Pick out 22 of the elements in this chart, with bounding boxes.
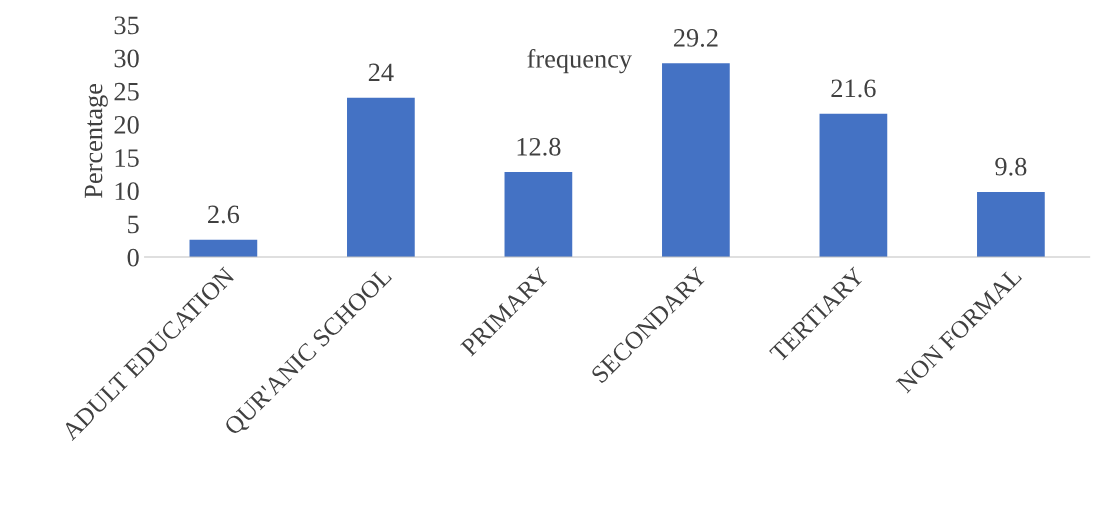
y-tick-label: 10 (115, 182, 139, 201)
bar (347, 97, 415, 258)
y-tick-label: 25 (114, 82, 139, 101)
data-label: 2.6 (208, 205, 240, 224)
y-tick-label: 0 (127, 248, 139, 267)
y-tick-label: 35 (114, 16, 139, 35)
bar (977, 192, 1045, 258)
data-label: 9.8 (995, 157, 1027, 176)
data-label: 24 (368, 63, 394, 82)
data-label: 12.8 (517, 137, 561, 156)
bar (662, 63, 730, 258)
y-tick-label: 15 (115, 149, 139, 167)
data-label: 29.2 (673, 29, 718, 47)
y-tick-label: 30 (114, 49, 139, 68)
bar (189, 239, 258, 258)
y-tick-label: 20 (114, 115, 139, 134)
data-label: 21.6 (831, 79, 876, 98)
bar (819, 113, 888, 258)
text: frequency (527, 48, 632, 74)
bar (504, 172, 573, 258)
y-axis-title: Percentage (84, 83, 108, 199)
y-tick-label: 5 (128, 215, 139, 234)
